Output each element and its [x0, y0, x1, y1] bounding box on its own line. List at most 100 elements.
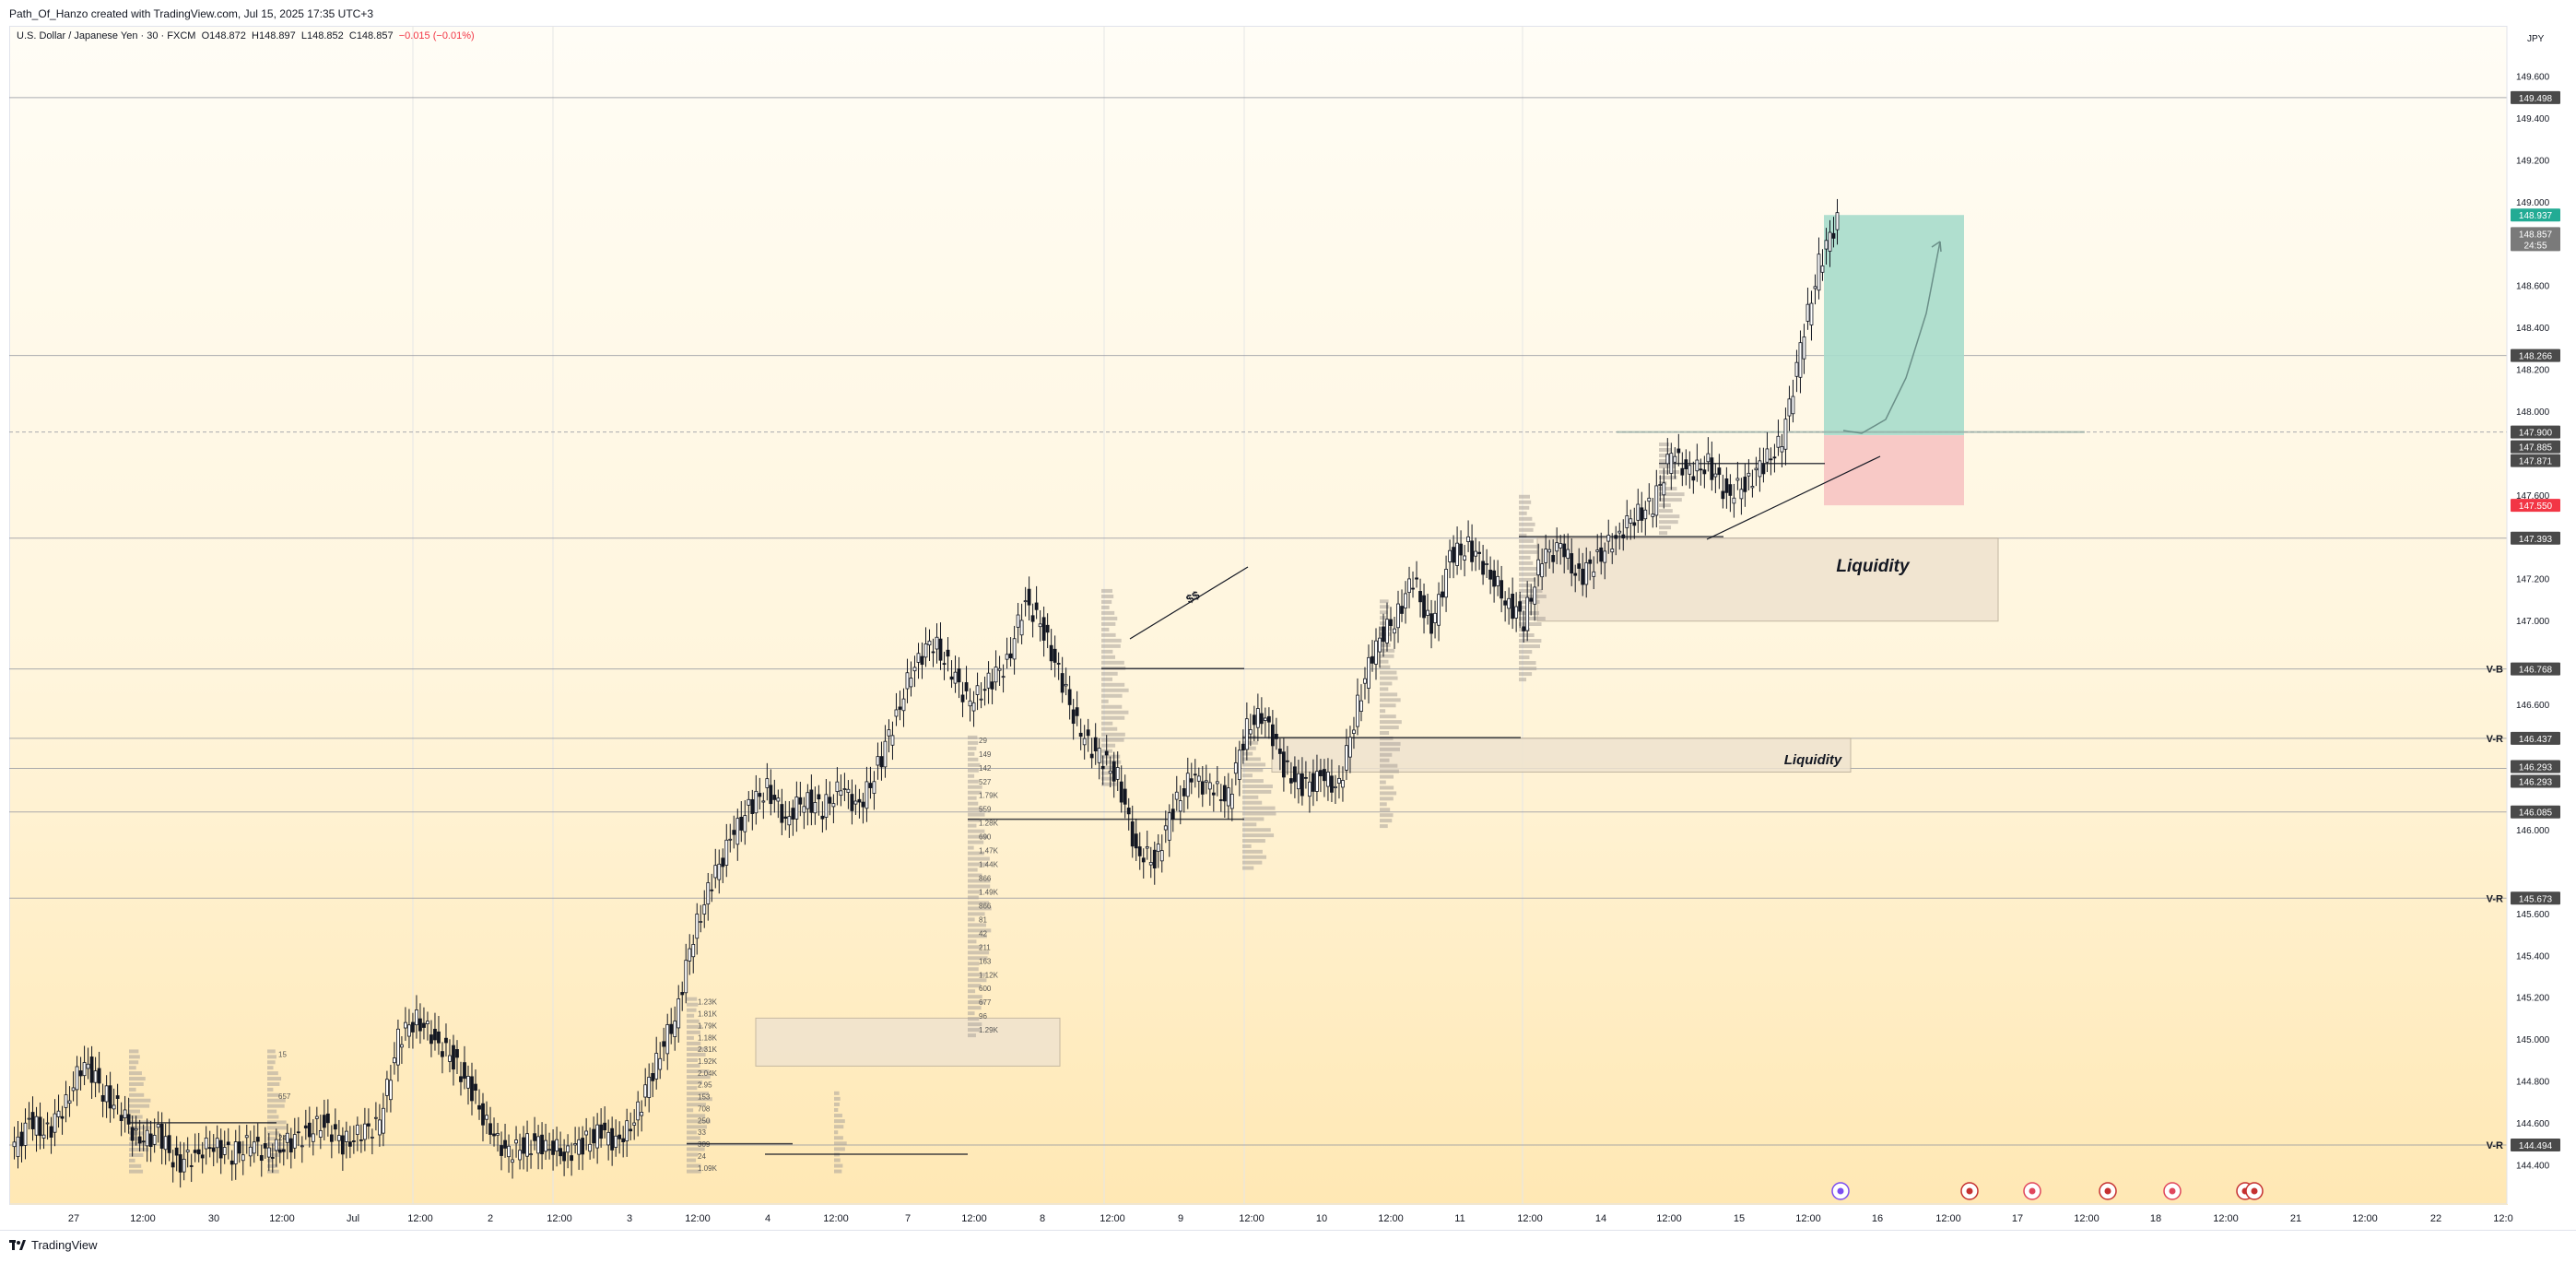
price-tick-label: 148.400: [2516, 324, 2550, 334]
price-tick-label: 147.600: [2516, 491, 2550, 502]
time-tick-label: 11: [1454, 1213, 1464, 1224]
chart-area[interactable]: [9, 26, 2508, 1205]
time-tick-label: 16: [1872, 1213, 1883, 1224]
price-tick-label: 145.400: [2516, 951, 2550, 962]
ohlc-change: −0.015 (−0.01%): [398, 30, 475, 41]
price-tag-bg: [2511, 454, 2560, 467]
time-tick-label: 12:00: [1935, 1213, 1961, 1224]
price-tick-label: 148.000: [2516, 407, 2550, 418]
time-tick-label: 7: [905, 1213, 911, 1224]
price-tag-label: 147.885: [2519, 443, 2553, 454]
price-tag-label: 147.393: [2519, 535, 2553, 545]
time-tick-label: 12:00: [1100, 1213, 1125, 1224]
time-tick-label: 12:00: [823, 1213, 849, 1224]
symbol-legend: U.S. Dollar / Japanese Yen · 30 · FXCM O…: [17, 30, 475, 41]
time-tick-label: 12:00: [1517, 1213, 1543, 1224]
author-caption: Path_Of_Hanzo created with TradingView.c…: [9, 7, 374, 20]
price-tick-label: 147.200: [2516, 575, 2550, 585]
price-tag-bg: [2511, 425, 2560, 439]
price-tick-label: 147.000: [2516, 617, 2550, 627]
price-tag-label: 147.550: [2519, 502, 2553, 512]
price-tick-label: 148.200: [2516, 366, 2550, 376]
price-tag-label: 146.437: [2519, 735, 2553, 745]
price-tag-bg: [2511, 531, 2560, 545]
footer-brand: TradingView: [31, 1238, 98, 1252]
price-tag-label: 146.768: [2519, 666, 2553, 676]
time-tick-label: 10: [1316, 1213, 1327, 1224]
time-tick-label: 12:00: [1378, 1213, 1404, 1224]
price-tag-label: 149.498: [2519, 94, 2553, 104]
price-tick-label: 148.600: [2516, 282, 2550, 292]
ohlc-high: H148.897: [252, 30, 296, 41]
price-tag-bg: [2511, 774, 2560, 788]
price-tag-label: 24:55: [2523, 241, 2547, 251]
price-tick-label: 146.600: [2516, 701, 2550, 711]
time-tick-label: 18: [2150, 1213, 2161, 1224]
price-tick-label: 149.200: [2516, 157, 2550, 167]
time-tick-label: 12:00: [547, 1213, 572, 1224]
price-tag-label: 147.871: [2519, 457, 2553, 467]
time-tick-label: 17: [2012, 1213, 2023, 1224]
time-tick-label: 27: [68, 1213, 79, 1224]
price-tag-label: 146.293: [2519, 778, 2553, 788]
price-tag-label: 146.293: [2519, 763, 2553, 773]
price-tag-bg: [2511, 227, 2560, 241]
time-tick-label: 12:00: [1656, 1213, 1682, 1224]
price-tag-bg: [2511, 208, 2560, 222]
price-tick-label: 144.400: [2516, 1161, 2550, 1171]
time-tick-label: 2: [488, 1213, 493, 1224]
price-tick-label: 145.600: [2516, 910, 2550, 920]
price-tick-label: 146.000: [2516, 826, 2550, 836]
price-tag-bg: [2511, 238, 2560, 252]
time-tick-label: 21: [2290, 1213, 2301, 1224]
price-tag-bg: [2511, 440, 2560, 454]
time-tick-label: 12:00: [961, 1213, 987, 1224]
time-tick-label: 12:00: [2213, 1213, 2239, 1224]
ohlc-low: L148.852: [300, 30, 344, 41]
price-tag-bg: [2511, 1138, 2560, 1151]
time-tick-label: 12:00: [1239, 1213, 1264, 1224]
price-tag-bg: [2511, 805, 2560, 819]
price-tick-label: 149.600: [2516, 73, 2550, 83]
time-axis[interactable]: 27 12:00 30 12:00 Jul 12:00 2 12:00 3 12:00 4 12:00…: [9, 1203, 2513, 1224]
time-tick-label: 12:00: [2074, 1213, 2100, 1224]
price-tag-label: 148.266: [2519, 352, 2553, 362]
time-tick-label: Jul: [347, 1213, 359, 1224]
currency-label[interactable]: JPY: [2527, 34, 2545, 44]
price-tag-label: 145.673: [2519, 894, 2553, 904]
time-tick-label: 12:0: [2493, 1213, 2512, 1224]
price-tick-label: 144.800: [2516, 1077, 2550, 1087]
symbol-name[interactable]: U.S. Dollar / Japanese Yen · 30 · FXCM: [17, 30, 196, 41]
price-tag-label: 148.937: [2519, 211, 2553, 221]
price-tick-label: 145.000: [2516, 1035, 2550, 1045]
price-tag-bg: [2511, 760, 2560, 773]
time-tick-label: 14: [1595, 1213, 1606, 1224]
price-tick-label: 149.400: [2516, 114, 2550, 124]
time-tick-label: 8: [1040, 1213, 1045, 1224]
tradingview-logo-icon: [9, 1239, 26, 1250]
time-tick-label: 12:00: [130, 1213, 156, 1224]
price-tag-bg: [2511, 731, 2560, 745]
time-tick-label: 30: [208, 1213, 219, 1224]
price-tag-bg: [2511, 90, 2560, 104]
ohlc-open: O148.872: [201, 30, 246, 41]
price-tag-bg: [2511, 662, 2560, 676]
time-tick-label: 12:00: [1795, 1213, 1821, 1224]
price-tag-label: 144.494: [2519, 1141, 2553, 1151]
price-tag-bg: [2511, 891, 2560, 905]
time-tick-label: 12:00: [2352, 1213, 2378, 1224]
price-tag-label: 147.900: [2519, 429, 2553, 439]
time-tick-label: 15: [1734, 1213, 1745, 1224]
time-tick-label: 3: [627, 1213, 632, 1224]
time-tick-label: 4: [765, 1213, 770, 1224]
time-tick-label: 12:00: [269, 1213, 295, 1224]
time-tick-label: 9: [1178, 1213, 1183, 1224]
tradingview-logo[interactable]: TradingView: [9, 1238, 98, 1252]
footer-bar: TradingView: [0, 1230, 2576, 1263]
price-tick-label: 149.000: [2516, 198, 2550, 208]
price-tick-label: 145.200: [2516, 994, 2550, 1004]
ohlc-close: C148.857: [348, 30, 394, 41]
price-axis-bg: [2507, 26, 2576, 1204]
price-tag-label: 146.085: [2519, 809, 2553, 819]
